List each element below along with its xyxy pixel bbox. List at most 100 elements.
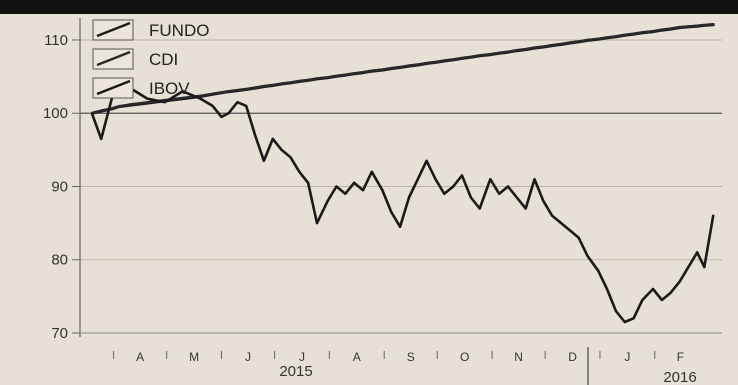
data-point-cdi-22 bbox=[326, 76, 329, 79]
data-point-cdi-61 bbox=[678, 26, 681, 29]
data-point-cdi-1 bbox=[100, 110, 103, 112]
data-point-cdi-42 bbox=[507, 50, 509, 53]
data-point-ibov-64 bbox=[703, 266, 706, 268]
data-point-ibov-48 bbox=[560, 222, 562, 225]
data-point-cdi-11 bbox=[227, 90, 230, 93]
data-point-cdi-46 bbox=[542, 45, 545, 48]
data-point-cdi-19 bbox=[298, 80, 301, 82]
data-point-ibov-21 bbox=[316, 222, 318, 225]
series-line-ibov bbox=[91, 79, 715, 324]
data-point-ibov-59 bbox=[661, 299, 663, 301]
x-month-label-6: O bbox=[460, 350, 469, 364]
data-point-ibov-0 bbox=[91, 113, 94, 116]
data-point-cdi-23 bbox=[335, 75, 338, 77]
x-month-label-5: S bbox=[407, 350, 415, 364]
data-point-ibov-28 bbox=[381, 189, 384, 192]
legend-label-ibov: IBOV bbox=[149, 79, 190, 98]
data-point-ibov-17 bbox=[280, 149, 283, 151]
data-point-ibov-53 bbox=[606, 288, 608, 290]
data-point-ibov-12 bbox=[236, 101, 239, 104]
data-point-ibov-29 bbox=[390, 211, 393, 214]
data-point-ibov-13 bbox=[245, 105, 248, 107]
data-point-cdi-48 bbox=[560, 43, 562, 45]
data-point-ibov-14 bbox=[254, 134, 256, 137]
data-point-ibov-54 bbox=[615, 310, 617, 312]
data-point-cdi-3 bbox=[118, 105, 120, 108]
y-tick-label-80: 80 bbox=[51, 252, 68, 269]
data-point-ibov-6 bbox=[164, 101, 166, 104]
data-point-ibov-7 bbox=[181, 90, 184, 93]
x-month-label-2: J bbox=[245, 350, 251, 364]
data-point-ibov-18 bbox=[289, 156, 292, 159]
data-point-ibov-62 bbox=[687, 266, 690, 268]
chart-axes: 70 80 90 100 110 A M J J A S O N D J F 2015 2016 bbox=[43, 18, 722, 385]
data-point-cdi-56 bbox=[632, 32, 635, 35]
data-point-cdi-27 bbox=[370, 69, 373, 72]
data-point-cdi-47 bbox=[551, 44, 554, 46]
data-point-ibov-41 bbox=[498, 192, 501, 195]
data-point-ibov-49 bbox=[569, 229, 571, 232]
data-point-cdi-40 bbox=[489, 53, 492, 56]
data-point-cdi-21 bbox=[316, 77, 318, 80]
data-point-cdi-36 bbox=[452, 58, 455, 61]
year-label-2015: 2015 bbox=[279, 363, 312, 380]
data-point-ibov-61 bbox=[678, 280, 681, 283]
x-month-label-8: D bbox=[568, 350, 577, 364]
data-point-cdi-29 bbox=[390, 67, 393, 70]
x-month-label-3: J bbox=[299, 350, 305, 364]
data-point-ibov-35 bbox=[443, 192, 446, 195]
y-tick-label-100: 100 bbox=[43, 105, 68, 122]
data-point-ibov-33 bbox=[425, 159, 428, 162]
year-label-2016: 2016 bbox=[663, 369, 696, 385]
data-point-ibov-9 bbox=[211, 105, 214, 107]
data-point-cdi-2 bbox=[110, 107, 113, 110]
legend-swatch-line-fundo bbox=[96, 21, 131, 38]
chart-series bbox=[90, 23, 715, 324]
legend-item-cdi: CDI bbox=[92, 48, 178, 70]
data-point-ibov-39 bbox=[478, 207, 481, 210]
data-point-cdi-7 bbox=[181, 96, 184, 99]
data-point-ibov-34 bbox=[434, 178, 437, 181]
data-point-ibov-38 bbox=[470, 196, 472, 199]
x-month-label-1: M bbox=[189, 350, 199, 364]
data-point-cdi-30 bbox=[399, 66, 401, 68]
data-point-cdi-44 bbox=[524, 48, 527, 50]
data-point-ibov-57 bbox=[641, 299, 644, 301]
data-point-cdi-35 bbox=[443, 59, 446, 62]
data-point-cdi-26 bbox=[362, 71, 364, 74]
data-point-ibov-27 bbox=[370, 170, 373, 173]
data-point-cdi-49 bbox=[569, 41, 571, 44]
data-point-ibov-19 bbox=[298, 170, 301, 173]
data-point-cdi-17 bbox=[280, 82, 283, 85]
data-point-ibov-46 bbox=[542, 200, 545, 203]
data-point-ibov-16 bbox=[271, 138, 274, 140]
data-point-ibov-31 bbox=[408, 196, 410, 199]
data-point-cdi-12 bbox=[236, 89, 239, 92]
data-point-cdi-33 bbox=[425, 62, 428, 64]
data-point-ibov-26 bbox=[362, 189, 364, 192]
data-point-cdi-20 bbox=[307, 79, 309, 81]
data-point-cdi-13 bbox=[245, 88, 248, 90]
data-point-cdi-38 bbox=[470, 55, 472, 58]
data-point-ibov-40 bbox=[489, 178, 492, 181]
data-point-ibov-52 bbox=[597, 269, 600, 272]
data-point-cdi-9 bbox=[211, 92, 214, 95]
data-point-ibov-11 bbox=[227, 112, 230, 115]
data-point-cdi-63 bbox=[696, 24, 699, 27]
data-point-cdi-55 bbox=[623, 33, 626, 36]
data-point-ibov-63 bbox=[696, 251, 699, 254]
data-point-ibov-45 bbox=[533, 178, 536, 181]
data-point-ibov-51 bbox=[586, 255, 589, 257]
data-point-ibov-44 bbox=[524, 207, 527, 210]
data-point-cdi-53 bbox=[606, 36, 608, 39]
legend-item-ibov: IBOV bbox=[92, 77, 190, 99]
data-point-cdi-58 bbox=[652, 30, 654, 33]
data-point-cdi-14 bbox=[254, 86, 256, 89]
x-month-label-7: N bbox=[514, 350, 523, 364]
y-tick-label-110: 110 bbox=[44, 32, 68, 49]
data-point-cdi-34 bbox=[434, 61, 437, 63]
x-month-label-10: F bbox=[677, 350, 684, 364]
data-point-cdi-60 bbox=[669, 27, 672, 30]
data-point-cdi-32 bbox=[416, 63, 419, 66]
